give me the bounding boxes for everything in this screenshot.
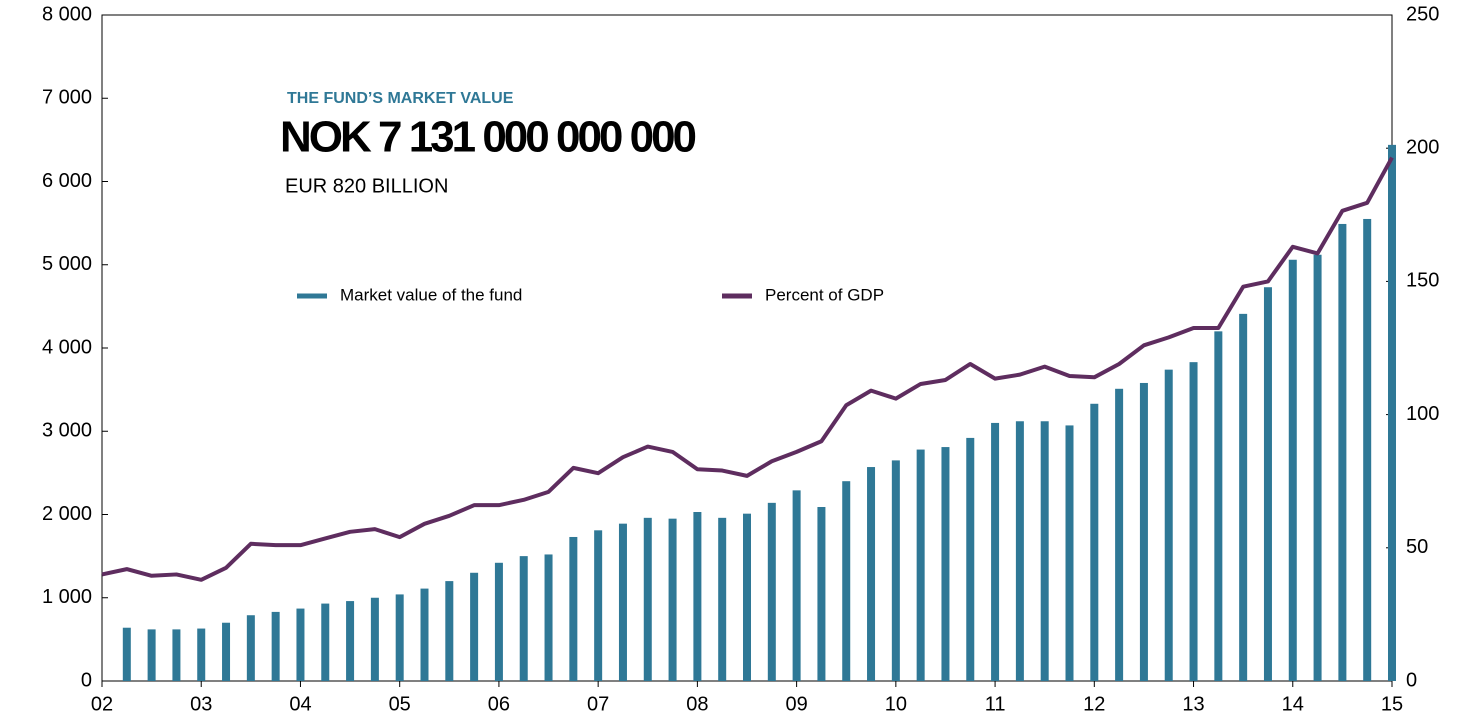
bar	[991, 422, 1000, 681]
y2-tick-label: 250	[1406, 3, 1439, 25]
x-tick-label: 05	[389, 693, 411, 715]
bar	[395, 594, 404, 681]
bar	[594, 530, 603, 681]
bar	[296, 608, 305, 681]
bar	[1313, 254, 1322, 681]
bar	[346, 601, 355, 681]
y-tick-label: 0	[81, 669, 92, 691]
bar	[246, 615, 255, 681]
y2-tick-label: 150	[1406, 270, 1439, 292]
x-tick-label: 02	[91, 693, 113, 715]
legend-label: Market value of the fund	[340, 285, 522, 304]
y-tick-label: 5 000	[42, 253, 92, 275]
bar	[1139, 382, 1148, 681]
bar	[668, 518, 677, 681]
bar	[1263, 287, 1272, 681]
y-tick-label: 1 000	[42, 586, 92, 608]
y-tick-label: 6 000	[42, 170, 92, 192]
y2-tick-label: 0	[1406, 669, 1417, 691]
bar	[792, 490, 801, 681]
bar	[767, 502, 776, 681]
bar	[643, 517, 652, 681]
bar	[1288, 259, 1297, 681]
bar	[842, 481, 851, 681]
bar	[1363, 218, 1372, 681]
y-tick-label: 8 000	[42, 3, 92, 25]
x-tick-label: 09	[785, 693, 807, 715]
bar	[370, 597, 379, 681]
y-tick-label: 4 000	[42, 336, 92, 358]
bar	[916, 449, 925, 681]
bar	[966, 437, 975, 681]
x-tick-label: 08	[686, 693, 708, 715]
bar	[1338, 223, 1347, 681]
bar	[1164, 369, 1173, 681]
y2-tick-label: 100	[1406, 403, 1439, 425]
bar	[172, 629, 181, 681]
x-tick-label: 14	[1282, 693, 1304, 715]
subtitle: EUR 820 BILLION	[285, 175, 448, 197]
y-tick-label: 3 000	[42, 420, 92, 442]
bar	[693, 512, 702, 681]
bar	[197, 628, 206, 681]
bar	[420, 588, 429, 681]
bar	[494, 562, 503, 681]
bar	[743, 513, 751, 681]
x-tick-label: 11	[985, 693, 1006, 715]
line	[101, 156, 1394, 582]
bar	[1015, 421, 1024, 681]
bar	[1239, 313, 1248, 681]
bar	[817, 507, 826, 681]
bar	[1214, 331, 1223, 681]
bar	[445, 581, 454, 681]
bar	[891, 460, 900, 681]
bar	[1065, 425, 1074, 681]
bar	[941, 447, 950, 681]
y2-tick-label: 200	[1406, 136, 1439, 158]
bar	[1189, 362, 1198, 681]
chart-title: NOK 7 131 000 000 000	[280, 113, 696, 162]
x-tick-label: 12	[1083, 693, 1105, 715]
x-tick-label: 13	[1182, 693, 1204, 715]
x-tick-label: 07	[587, 693, 609, 715]
bar	[718, 517, 727, 681]
bar	[122, 627, 131, 681]
bar	[1388, 144, 1396, 681]
x-tick-label: 03	[190, 693, 212, 715]
y2-tick-label: 50	[1406, 536, 1428, 558]
kicker: THE FUND’S MARKET VALUE	[287, 90, 514, 107]
bar	[519, 556, 528, 681]
x-tick-label: 04	[289, 693, 311, 715]
x-tick-label: 15	[1381, 693, 1403, 715]
bar	[1040, 421, 1049, 681]
bar	[544, 554, 553, 681]
x-tick-label: 06	[488, 693, 510, 715]
bar	[867, 467, 876, 681]
legend-label: Percent of GDP	[765, 285, 884, 304]
bar	[470, 572, 479, 681]
bar	[271, 611, 280, 681]
y-tick-label: 7 000	[42, 87, 92, 109]
bar	[222, 622, 231, 681]
x-tick-label: 10	[885, 693, 907, 715]
bar	[1115, 388, 1124, 681]
bar	[1090, 403, 1099, 681]
bar	[321, 603, 330, 681]
bar	[147, 629, 156, 681]
y-tick-label: 2 000	[42, 503, 92, 525]
bar	[618, 523, 627, 681]
bar	[569, 536, 578, 681]
